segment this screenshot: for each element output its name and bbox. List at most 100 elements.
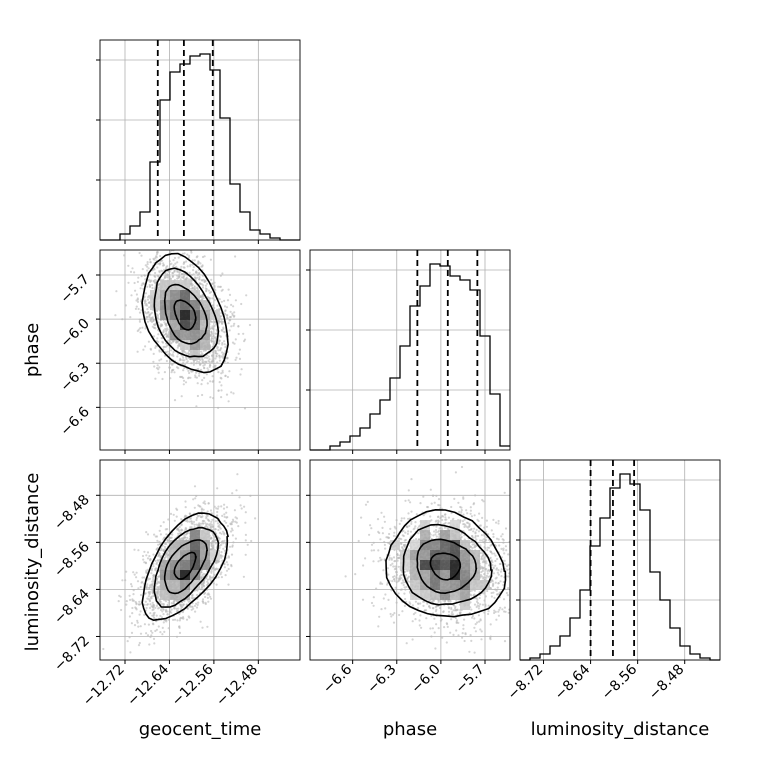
sample-point bbox=[193, 506, 196, 509]
sample-point bbox=[203, 360, 206, 363]
sample-point bbox=[168, 275, 171, 278]
sample-point bbox=[121, 318, 124, 321]
sample-point bbox=[225, 561, 228, 564]
sample-point bbox=[167, 339, 170, 342]
sample-point bbox=[160, 337, 163, 340]
sample-point bbox=[229, 530, 233, 533]
sample-point bbox=[139, 327, 142, 330]
sample-point bbox=[133, 624, 137, 627]
sample-point bbox=[156, 316, 160, 320]
sample-point bbox=[149, 635, 152, 639]
sample-point bbox=[125, 600, 128, 603]
sample-point bbox=[148, 606, 152, 610]
sample-point bbox=[130, 294, 133, 297]
sample-point bbox=[146, 285, 149, 288]
sample-point bbox=[209, 509, 213, 512]
sample-point bbox=[238, 348, 241, 351]
sample-point bbox=[162, 538, 165, 541]
sample-point bbox=[136, 621, 139, 624]
sample-point bbox=[167, 270, 170, 273]
sample-point bbox=[232, 541, 235, 544]
sample-point bbox=[202, 501, 205, 504]
sample-point bbox=[156, 288, 159, 291]
sample-point bbox=[144, 345, 147, 348]
sample-point bbox=[147, 267, 150, 270]
sample-point bbox=[148, 593, 151, 596]
sample-point bbox=[153, 326, 156, 329]
sample-point bbox=[141, 268, 144, 271]
sample-point bbox=[138, 600, 141, 603]
sample-point bbox=[145, 632, 148, 635]
sample-point bbox=[186, 520, 189, 523]
sample-point bbox=[200, 516, 203, 519]
sample-point bbox=[170, 602, 173, 605]
sample-point bbox=[182, 369, 185, 372]
sample-point bbox=[189, 599, 192, 602]
sample-point bbox=[176, 528, 179, 531]
sample-point bbox=[188, 520, 191, 523]
sample-point bbox=[152, 578, 155, 581]
sample-point bbox=[183, 534, 186, 537]
sample-point bbox=[186, 536, 189, 540]
sample-point bbox=[147, 623, 150, 626]
sample-point bbox=[191, 287, 194, 290]
sample-point bbox=[226, 357, 229, 360]
sample-point bbox=[238, 357, 242, 360]
sample-point bbox=[185, 358, 188, 361]
sample-point bbox=[165, 330, 168, 333]
sample-point bbox=[216, 347, 219, 350]
sample-point bbox=[223, 549, 226, 552]
sample-point bbox=[149, 319, 153, 322]
sample-point bbox=[195, 371, 198, 374]
sample-point bbox=[180, 276, 183, 279]
sample-point bbox=[172, 600, 175, 603]
sample-point bbox=[162, 521, 165, 524]
sample-point bbox=[231, 314, 234, 317]
sample-point bbox=[125, 570, 128, 573]
sample-point bbox=[219, 335, 222, 338]
sample-point bbox=[195, 602, 198, 605]
sample-point bbox=[188, 512, 191, 515]
sample-point bbox=[172, 354, 175, 358]
sample-point bbox=[150, 572, 153, 575]
sample-point bbox=[135, 607, 138, 610]
sample-point bbox=[201, 359, 204, 362]
sample-point bbox=[148, 643, 151, 646]
sample-point bbox=[172, 247, 174, 249]
contour-line bbox=[173, 299, 197, 331]
sample-point bbox=[154, 345, 157, 348]
sample-point bbox=[178, 359, 181, 362]
sample-point bbox=[161, 225, 163, 227]
sample-point bbox=[227, 583, 230, 586]
sample-point bbox=[212, 342, 215, 345]
sample-point bbox=[155, 614, 158, 617]
sample-point bbox=[133, 548, 136, 551]
sample-point bbox=[159, 262, 162, 265]
sample-point bbox=[182, 537, 185, 541]
sample-point bbox=[187, 352, 190, 355]
sample-point bbox=[226, 524, 229, 528]
sample-point bbox=[182, 361, 185, 364]
sample-point bbox=[138, 603, 141, 606]
sample-point bbox=[173, 607, 176, 610]
sample-point bbox=[171, 275, 175, 278]
sample-point bbox=[146, 583, 149, 586]
sample-point bbox=[152, 565, 155, 568]
sample-point bbox=[135, 603, 138, 606]
sample-point bbox=[147, 311, 150, 314]
sample-point bbox=[213, 535, 216, 538]
sample-point bbox=[220, 541, 223, 544]
sample-point bbox=[175, 515, 178, 518]
sample-point bbox=[121, 579, 124, 582]
sample-point bbox=[209, 380, 212, 383]
sample-point bbox=[151, 325, 154, 328]
sample-point bbox=[205, 361, 208, 364]
sample-point bbox=[140, 275, 143, 278]
sample-point bbox=[156, 266, 159, 269]
sample-point bbox=[243, 338, 247, 341]
sample-point bbox=[167, 618, 170, 621]
sample-point bbox=[225, 393, 229, 396]
sample-point bbox=[214, 568, 217, 571]
sample-point bbox=[178, 619, 181, 622]
sample-point bbox=[148, 555, 151, 558]
